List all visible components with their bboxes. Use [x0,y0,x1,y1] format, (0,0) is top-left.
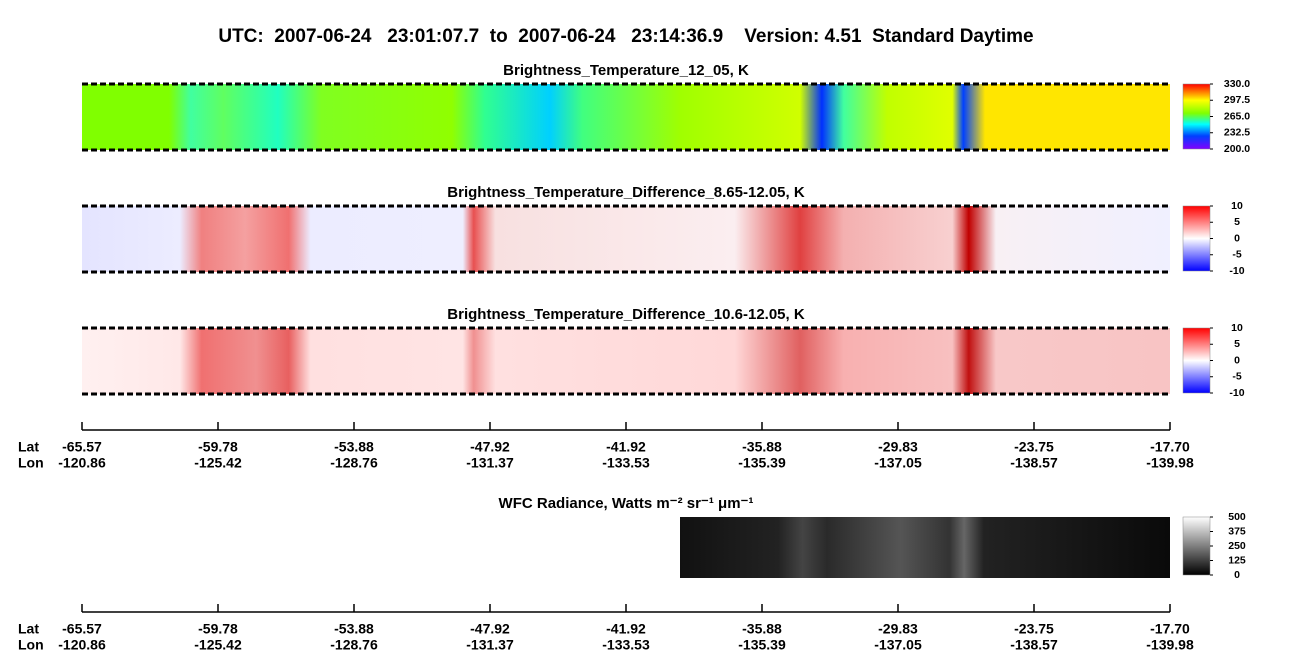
colorbar-tick-label: 10 [1231,322,1243,334]
lon-tick-label: -120.86 [58,637,106,653]
lat-tick-label: -53.88 [334,439,374,455]
lat-tick-label: -29.83 [878,439,918,455]
panel-title: Brightness_Temperature_Difference_10.6-1… [447,306,805,323]
lon-tick-label: -137.05 [874,455,922,471]
axis-row-label: Lat [18,621,39,637]
colorbar-tick-label: 0 [1234,569,1240,581]
axis-row-label: Lon [18,455,44,471]
panel-title: WFC Radiance, Watts m⁻² sr⁻¹ μm⁻¹ [499,495,754,512]
lat-tick-label: -47.92 [470,439,510,455]
colorbar [1182,205,1211,272]
axis-row-label: Lat [18,439,39,455]
lon-tick-label: -135.39 [738,455,786,471]
colorbar-tick-label: -5 [1232,371,1241,383]
colorbar-tick-label: 250 [1228,540,1246,552]
colorbar-tick-label: -5 [1232,249,1241,261]
lon-tick-label: -139.98 [1146,455,1194,471]
axis-row-label: Lon [18,637,44,653]
colorbar [1182,516,1211,576]
lon-tick-label: -133.53 [602,637,650,653]
lon-tick-label: -138.57 [1010,637,1058,653]
colorbar-tick-label: -10 [1229,387,1244,399]
heatmap-image [82,328,1170,394]
lon-tick-label: -128.76 [330,455,378,471]
colorbar-tick-label: 5 [1234,216,1240,228]
colorbar-tick-label: 330.0 [1224,78,1250,90]
colorbar-tick-label: 0 [1234,232,1240,244]
lat-tick-label: -23.75 [1014,439,1054,455]
colorbar-tick-label: 297.5 [1224,94,1250,106]
colorbar [1182,327,1211,394]
colorbar-tick-label: 10 [1231,200,1243,212]
colorbar-tick-label: -10 [1229,265,1244,277]
heatmap-image [82,84,1170,150]
lon-tick-label: -125.42 [194,637,242,653]
lon-tick-label: -135.39 [738,637,786,653]
panel-title: Brightness_Temperature_Difference_8.65-1… [447,184,805,201]
lat-tick-label: -59.78 [198,439,238,455]
lat-tick-label: -35.88 [742,621,782,637]
lon-tick-label: -139.98 [1146,637,1194,653]
colorbar-tick-label: 375 [1228,525,1246,537]
lat-tick-label: -53.88 [334,621,374,637]
lat-tick-label: -41.92 [606,439,646,455]
lat-tick-label: -29.83 [878,621,918,637]
lon-tick-label: -133.53 [602,455,650,471]
lon-tick-label: -131.37 [466,455,514,471]
page-title: UTC: 2007-06-24 23:01:07.7 to 2007-06-24… [218,26,1033,47]
lon-tick-label: -120.86 [58,455,106,471]
colorbar-tick-label: 200.0 [1224,143,1250,155]
colorbar [1182,83,1211,150]
heatmap-image [680,517,1170,578]
lat-tick-label: -35.88 [742,439,782,455]
lon-tick-label: -131.37 [466,637,514,653]
lat-tick-label: -17.70 [1150,621,1190,637]
colorbar-tick-label: 500 [1228,511,1246,523]
colorbar-tick-label: 232.5 [1224,127,1250,139]
colorbar-tick-label: 5 [1234,338,1240,350]
lon-tick-label: -137.05 [874,637,922,653]
lat-tick-label: -59.78 [198,621,238,637]
lat-tick-label: -65.57 [62,439,102,455]
lat-tick-label: -41.92 [606,621,646,637]
colorbar-tick-label: 0 [1234,354,1240,366]
lat-tick-label: -47.92 [470,621,510,637]
panel-title: Brightness_Temperature_12_05, K [503,62,749,79]
heatmap-image [82,206,1170,272]
lon-tick-label: -125.42 [194,455,242,471]
colorbar-tick-label: 265.0 [1224,110,1250,122]
lat-tick-label: -23.75 [1014,621,1054,637]
lat-tick-label: -17.70 [1150,439,1190,455]
lon-tick-label: -138.57 [1010,455,1058,471]
colorbar-tick-label: 125 [1228,554,1246,566]
lon-tick-label: -128.76 [330,637,378,653]
lat-tick-label: -65.57 [62,621,102,637]
